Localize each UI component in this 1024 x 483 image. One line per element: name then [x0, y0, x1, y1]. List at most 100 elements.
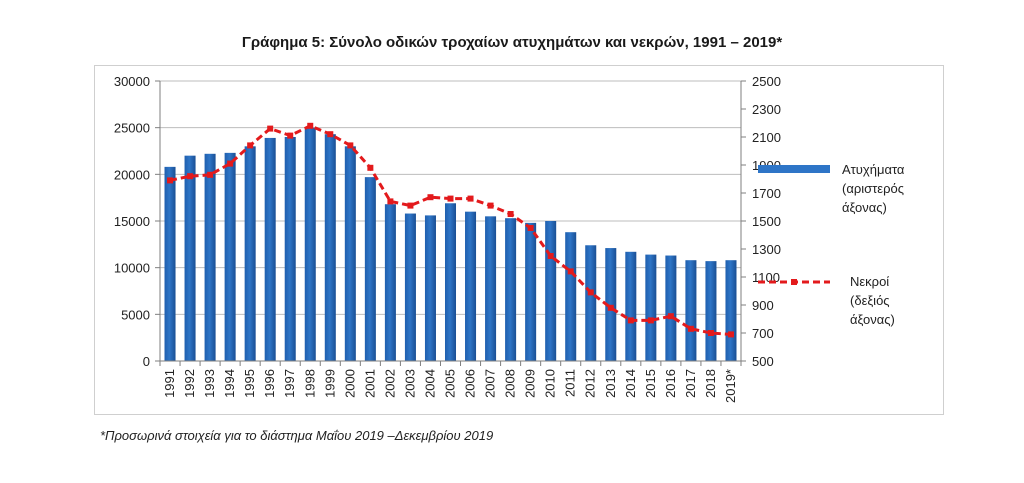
- bar: [565, 232, 577, 361]
- x-tick-label: 2018: [703, 369, 718, 398]
- bars-series: [164, 127, 737, 362]
- bar: [324, 134, 336, 361]
- x-tick-label: 2010: [543, 369, 558, 398]
- legend-label-bars: Ατυχήματα: [842, 162, 905, 177]
- x-tick-label: 2002: [382, 369, 397, 398]
- line-point: [407, 202, 414, 209]
- x-tick-label: 2012: [583, 369, 598, 398]
- x-tick-label: 2017: [683, 369, 698, 398]
- legend-swatch-marker: [791, 279, 797, 285]
- line-point: [387, 198, 394, 205]
- bar: [424, 215, 436, 361]
- axes: [155, 80, 746, 366]
- line-point: [607, 304, 614, 311]
- x-tick-label: 1997: [282, 369, 297, 398]
- line-point: [287, 132, 294, 139]
- line-point: [187, 173, 194, 180]
- legend-label-bars: άξονας): [842, 200, 887, 215]
- bar: [505, 218, 517, 361]
- x-tick-label: 1999: [322, 369, 337, 398]
- legend-label-line: (δεξιός: [850, 293, 890, 308]
- line-point: [547, 253, 554, 259]
- x-tick-label: 1996: [262, 369, 277, 398]
- line-point: [467, 195, 474, 202]
- bar: [384, 204, 396, 361]
- line-point: [207, 171, 214, 178]
- bar: [585, 245, 597, 361]
- y-right-tick-label: 2100: [752, 130, 781, 145]
- bar: [164, 166, 176, 361]
- y-right-tick-label: 1300: [752, 242, 781, 257]
- y-right-tick-label: 700: [752, 326, 774, 341]
- bar: [685, 260, 697, 361]
- y-right-tick-label: 1500: [752, 214, 781, 229]
- line-point: [567, 268, 574, 275]
- bar: [665, 255, 677, 361]
- line-point: [267, 125, 274, 132]
- bar: [204, 153, 216, 361]
- bar: [485, 216, 497, 361]
- y-left-tick-label: 15000: [114, 214, 150, 229]
- x-tick-label: 2005: [443, 369, 458, 398]
- x-tick-label: 2000: [342, 369, 357, 398]
- x-tick-label: 2019*: [723, 369, 738, 403]
- line-point: [647, 317, 654, 324]
- y-left-tick-label: 20000: [114, 167, 150, 182]
- line-point: [247, 142, 254, 149]
- bar: [404, 213, 416, 361]
- x-tick-label: 1991: [162, 369, 177, 398]
- x-tick-label: 1993: [202, 369, 217, 398]
- x-tick-label: 2001: [362, 369, 377, 398]
- x-tick-label: 2014: [623, 369, 638, 398]
- line-point: [527, 225, 534, 231]
- x-tick-label: 1992: [182, 369, 197, 398]
- legend-swatch-bars: [758, 165, 830, 173]
- y-right-tick-label: 500: [752, 354, 774, 369]
- bar: [264, 137, 276, 361]
- x-tick-label: 2015: [643, 369, 658, 398]
- x-tick-label: 2008: [503, 369, 518, 398]
- y-left-tick-label: 0: [143, 354, 150, 369]
- line-point: [487, 202, 494, 209]
- line-point: [367, 164, 374, 171]
- x-tick-label: 2009: [523, 369, 538, 398]
- line-point: [447, 195, 454, 202]
- bar: [304, 127, 316, 362]
- bar: [725, 260, 737, 361]
- line-point: [347, 142, 354, 149]
- line-point: [307, 122, 314, 129]
- bar: [465, 211, 477, 361]
- bar: [705, 261, 717, 361]
- y-left-tick-label: 10000: [114, 261, 150, 276]
- y-right-tick-label: 1700: [752, 186, 781, 201]
- line-point: [727, 331, 734, 338]
- bar: [284, 137, 296, 361]
- y-left-tick-label: 25000: [114, 121, 150, 136]
- x-tick-label: 2016: [663, 369, 678, 398]
- chart-frame: [94, 65, 944, 415]
- x-tick-label: 1998: [302, 369, 317, 398]
- x-tick-label: 2006: [463, 369, 478, 398]
- legend-label-line: άξονας): [850, 312, 895, 327]
- line-point: [707, 330, 714, 336]
- line-point: [667, 313, 674, 320]
- bar: [545, 221, 557, 361]
- tick-labels: 0 5000 10000 15000 20000 25000 30000 500 700 900 1…: [114, 74, 781, 403]
- bar: [224, 152, 236, 361]
- y-right-tick-label: 2500: [752, 74, 781, 89]
- footnote: *Προσωρινά στοιχεία για το διάστημα Μαΐο…: [100, 428, 494, 443]
- bar: [525, 222, 537, 361]
- bar: [184, 155, 196, 361]
- line-point: [227, 160, 234, 167]
- y-right-tick-label: 900: [752, 298, 774, 313]
- line-point: [327, 131, 334, 138]
- chart-title: Γράφημα 5: Σύνολο οδικών τροχαίων ατυχημ…: [241, 34, 783, 51]
- line-point: [427, 194, 434, 201]
- x-tick-label: 2003: [402, 369, 417, 398]
- bar: [625, 251, 637, 361]
- x-tick-label: 2013: [603, 369, 618, 398]
- line-point: [167, 177, 174, 184]
- x-tick-label: 1994: [222, 369, 237, 398]
- line-point: [507, 211, 514, 217]
